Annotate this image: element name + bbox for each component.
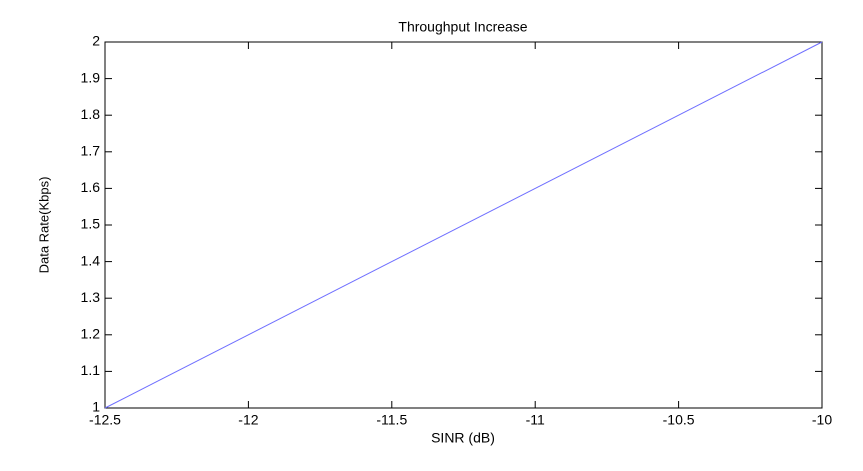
- y-tick-label: 1.4: [81, 252, 101, 268]
- x-axis-label: SINR (dB): [431, 430, 495, 446]
- y-tick-label: 1.9: [81, 69, 101, 85]
- y-tick-label: 1.3: [81, 289, 101, 305]
- x-tick-label: -10.5: [663, 412, 695, 428]
- x-tick-label: -12.5: [89, 412, 121, 428]
- y-tick-label: 2: [92, 33, 100, 49]
- y-tick-label: 1.5: [81, 216, 101, 232]
- x-tick-label: -10: [812, 412, 832, 428]
- x-tick-label: -11: [526, 412, 545, 428]
- data-line: [104, 41, 823, 409]
- y-axis-label: Data Rate(Kbps): [36, 177, 51, 274]
- y-tick-label: 1.8: [81, 106, 101, 122]
- x-tick-label: -11.5: [376, 412, 407, 428]
- y-tick-label: 1.6: [81, 179, 101, 195]
- y-tick-label: 1.2: [81, 326, 101, 342]
- chart-title: Throughput Increase: [398, 19, 527, 35]
- y-tick-label: 1.7: [81, 143, 101, 159]
- y-tick-label: 1: [92, 399, 100, 415]
- x-tick-label: -12: [238, 412, 258, 428]
- y-tick-label: 1.1: [81, 362, 101, 378]
